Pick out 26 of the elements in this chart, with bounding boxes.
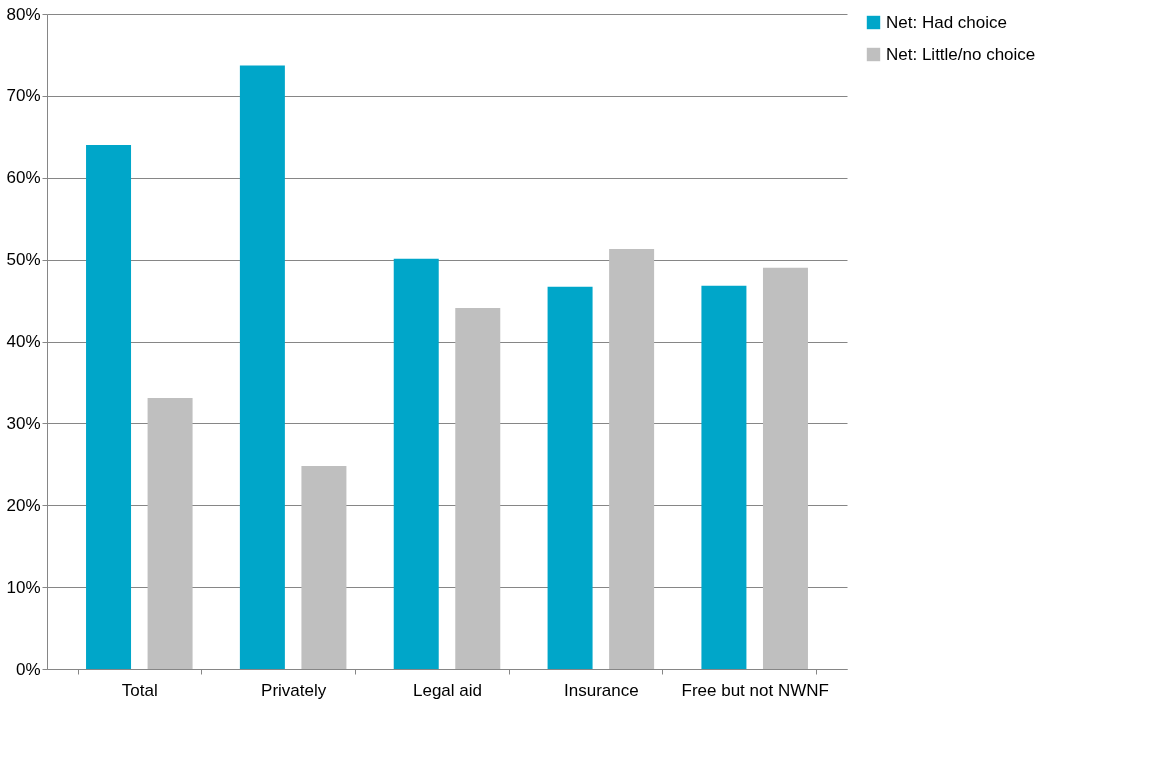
y-tick-label: 70% bbox=[6, 86, 41, 106]
legend-label: Net: Had choice bbox=[886, 12, 1007, 32]
bar bbox=[147, 397, 193, 669]
x-tick-label: Insurance bbox=[564, 680, 639, 700]
y-tick-label: 10% bbox=[6, 577, 41, 597]
bar bbox=[609, 248, 655, 669]
legend-label: Net: Little/no choice bbox=[886, 44, 1036, 64]
x-tick-label: Total bbox=[121, 680, 158, 700]
x-tick-label: Privately bbox=[261, 680, 327, 700]
y-tick-label: 20% bbox=[6, 495, 41, 515]
y-tick-label: 30% bbox=[6, 413, 41, 433]
y-tick-label: 60% bbox=[6, 168, 41, 188]
bar bbox=[455, 307, 501, 669]
bar bbox=[393, 258, 439, 669]
bar bbox=[701, 285, 747, 669]
bar bbox=[86, 145, 132, 669]
y-tick-label: 80% bbox=[6, 4, 41, 24]
y-tick-label: 50% bbox=[6, 250, 41, 270]
x-tick-label: Free but not NWNF bbox=[681, 680, 829, 700]
bar bbox=[301, 465, 347, 669]
bar bbox=[547, 286, 593, 669]
bar bbox=[762, 267, 808, 669]
y-tick-label: 40% bbox=[6, 332, 41, 351]
x-tick-label: Legal aid bbox=[412, 680, 483, 700]
y-tick-label: 0% bbox=[15, 659, 41, 679]
bar bbox=[239, 65, 285, 669]
